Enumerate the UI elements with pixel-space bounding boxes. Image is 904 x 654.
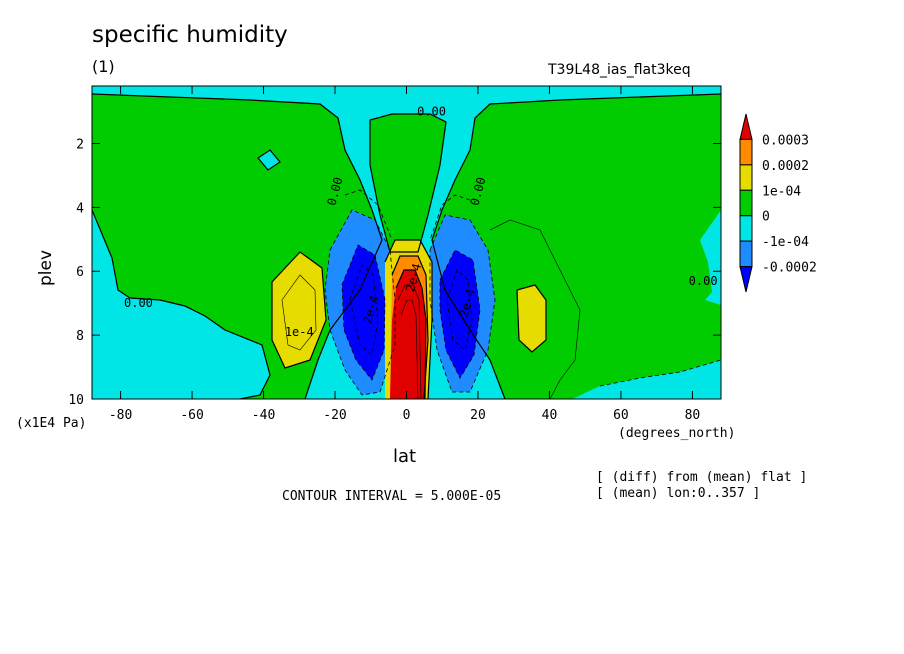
- region-cyan-sw: [112, 386, 168, 399]
- legend-label-1: 0.0002: [762, 159, 809, 174]
- x-tick-label-0: -80: [109, 408, 132, 423]
- chart-title: specific humidity: [92, 22, 288, 48]
- contour-lines: [92, 93, 721, 399]
- y-tick-label-1: 4: [76, 201, 84, 216]
- legend-swatch-2: [739, 164, 753, 191]
- x-tick-label-1: -60: [180, 408, 203, 423]
- x-tick-label-3: -20: [323, 408, 346, 423]
- y-tick-label-0: 2: [76, 137, 84, 152]
- region-yellow-left: [272, 252, 326, 368]
- note-diff: [ (diff) from (mean) flat ]: [596, 470, 808, 485]
- y-tick-label-3: 8: [76, 329, 84, 344]
- y-tick-label-4: 10: [68, 393, 84, 408]
- region-darkblue-left: [342, 245, 385, 380]
- legend-label-0: 0.0003: [762, 133, 809, 148]
- legend-swatch-5: [739, 240, 753, 268]
- region-cyan-right: [700, 210, 721, 305]
- x-axis: -80 -60 -40 -20 0 20 40 60 80: [109, 86, 700, 423]
- legend-label-4: -1e-04: [762, 235, 809, 250]
- contour-label-0: 0.00: [417, 105, 446, 119]
- legend-swatch-6: [739, 266, 753, 293]
- legend-swatch-3: [739, 189, 753, 217]
- contour-label-4: 0.00: [689, 274, 718, 288]
- x-axis-label: lat: [393, 446, 417, 467]
- legend-label-2: 1e-04: [762, 184, 801, 199]
- contour-lines-thin: [281, 219, 581, 399]
- region-cyan-se: [572, 360, 721, 399]
- experiment-label: T39L48_ias_flat3keq: [548, 62, 691, 78]
- x-tick-label-2: -40: [252, 408, 275, 423]
- x-tick-label-4: 0: [403, 408, 411, 423]
- contour-lines-negative: [324, 189, 721, 396]
- contour-label-5: 1e-4: [285, 325, 314, 339]
- legend-label-3: 0: [762, 210, 770, 225]
- y-axis-unit: (x1E4 Pa): [16, 416, 87, 431]
- color-legend: 0.0003 0.0002 1e-04 0 -1e-04 -0.0002: [739, 113, 817, 293]
- region-cyan-left: [92, 210, 270, 399]
- legend-swatch-1: [739, 138, 753, 166]
- x-tick-label-5: 20: [470, 408, 486, 423]
- contour-label-3: 0.00: [124, 296, 153, 310]
- note-mean: [ (mean) lon:0..357 ]: [596, 486, 761, 501]
- x-tick-label-6: 40: [542, 408, 558, 423]
- legend-swatch-4: [739, 215, 753, 242]
- y-axis: 2 4 6 8 10: [68, 137, 721, 408]
- legend-swatch-0: [739, 113, 753, 140]
- x-tick-label-8: 80: [685, 408, 701, 423]
- chart-subtitle: (1): [92, 57, 115, 76]
- x-axis-unit: (degrees_north): [618, 426, 736, 441]
- legend-label-5: -0.0002: [762, 261, 817, 276]
- x-tick-label-7: 60: [613, 408, 629, 423]
- y-tick-label-2: 6: [76, 265, 84, 280]
- region-yellow-right: [517, 285, 546, 352]
- contour-interval: CONTOUR INTERVAL = 5.000E-05: [282, 489, 502, 504]
